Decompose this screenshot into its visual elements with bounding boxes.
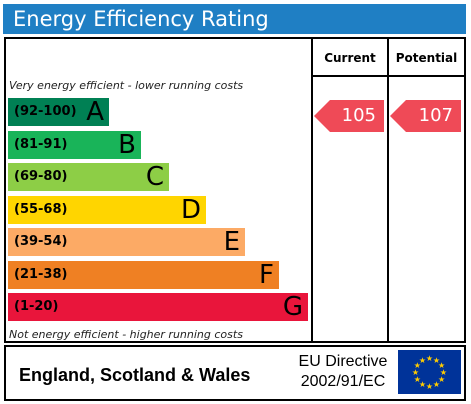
- eu-star-icon: ★: [414, 361, 421, 370]
- band-letter: F: [259, 259, 274, 290]
- band-range-label: (1-20): [14, 299, 59, 314]
- header-divider: [311, 75, 466, 77]
- band-range-label: (55-68): [14, 201, 68, 217]
- footer-country: England, Scotland & Wales: [19, 365, 251, 385]
- rating-band-f: (21-38) F: [8, 259, 279, 290]
- potential-rating-arrow: 107: [390, 100, 461, 132]
- note-top: Very energy efficient - lower running co…: [9, 79, 244, 92]
- rating-band-b: (81-91) B: [8, 129, 141, 160]
- eu-star-icon: ★: [433, 380, 440, 389]
- band-letter: G: [282, 292, 303, 322]
- band-range-label: (92-100): [14, 104, 77, 119]
- arrow-shape-potential: [390, 100, 461, 132]
- eu-star-icon: ★: [438, 375, 445, 384]
- header-bar: Energy Efficiency Rating: [3, 4, 466, 34]
- current-rating-value: 105: [341, 105, 376, 126]
- column-header-current: Current: [324, 51, 376, 65]
- band-letter: C: [145, 162, 164, 192]
- eu-stars-icon: ★ ★★★★★★★★★★★: [412, 354, 447, 391]
- band-range-label: (21-38): [14, 266, 68, 282]
- eu-flag-icon: ★ ★ ★ ★ ★ ★ ★ ★ ★ ★ ★ ★: [398, 350, 461, 394]
- eu-star-icon: ★: [438, 361, 445, 370]
- eu-star-icon: ★: [419, 356, 426, 365]
- eu-star-icon: ★: [433, 356, 440, 365]
- rating-panel: [4, 37, 466, 343]
- current-rating-arrow: 105: [314, 100, 384, 132]
- eu-star-icon: ★: [412, 368, 419, 377]
- band-letter: D: [180, 194, 201, 225]
- band-range-label: (39-54): [14, 234, 68, 249]
- column-header-potential: Potential: [395, 51, 458, 65]
- eu-star-icon: ★: [426, 382, 433, 391]
- band-range-label: (81-91): [14, 136, 68, 152]
- band-range-label: (69-80): [14, 169, 68, 184]
- column-divider-current: [311, 37, 313, 343]
- eu-directive-line2: 2002/91/EC: [300, 373, 386, 390]
- column-divider-potential: [387, 37, 389, 343]
- page-title: Energy Efficiency Rating: [13, 7, 269, 31]
- eu-star-icon: ★: [419, 380, 426, 389]
- band-letter: B: [118, 129, 136, 160]
- footer: England, Scotland & Wales EU Directive 2…: [4, 345, 466, 401]
- potential-rating-value: 107: [418, 105, 453, 126]
- rating-band-g: (1-20) G: [8, 292, 308, 322]
- eu-star-icon: ★: [426, 354, 433, 363]
- band-letter: E: [223, 227, 240, 257]
- rating-band-d: (55-68) D: [8, 194, 206, 225]
- eu-directive-line1: EU Directive: [298, 353, 388, 370]
- arrow-shape-current: [314, 100, 384, 132]
- band-letter: A: [86, 97, 104, 127]
- eu-directive: EU Directive 2002/91/EC: [288, 352, 398, 392]
- rating-band-c: (69-80) C: [8, 162, 169, 192]
- rating-band-e: (39-54) E: [8, 227, 245, 257]
- eu-star-icon: ★: [440, 368, 447, 377]
- rating-band-a: (92-100) A: [8, 97, 109, 127]
- note-bottom: Not energy efficient - higher running co…: [9, 328, 243, 341]
- eu-star-icon: ★: [414, 375, 421, 384]
